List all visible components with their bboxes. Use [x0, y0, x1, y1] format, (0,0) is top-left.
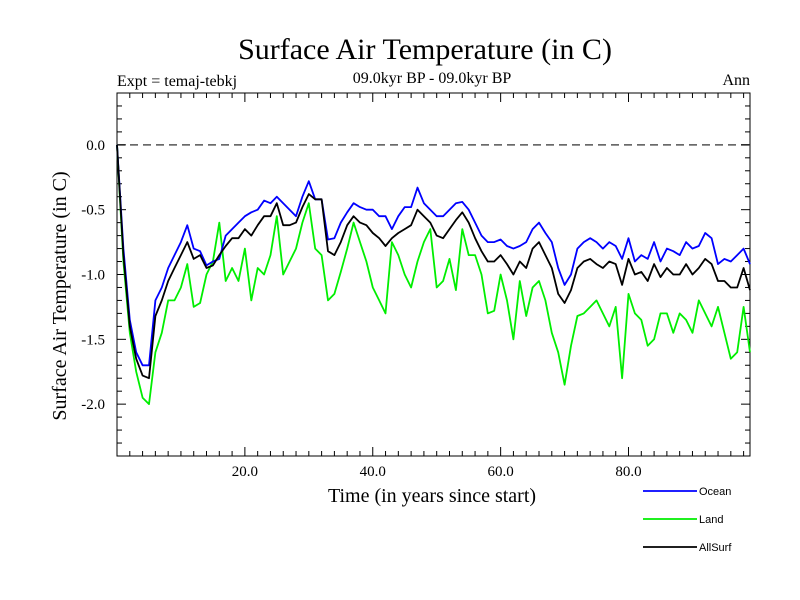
series-line-land	[116, 144, 751, 406]
chart-subtitle: 09.0kyr BP - 09.0kyr BP	[353, 70, 512, 87]
x-tick-label: 80.0	[615, 464, 641, 480]
y-tick-label: -1.5	[81, 332, 105, 348]
expt-label: Expt = temaj-tebkj	[117, 73, 237, 90]
legend: Ocean Land AllSurf	[643, 486, 732, 554]
x-axis-label: Time (in years since start)	[328, 485, 536, 507]
series-line-ocean	[116, 144, 751, 367]
legend-label-allsurf: AllSurf	[699, 542, 732, 554]
season-label: Ann	[722, 72, 750, 89]
y-tick-label: 0.0	[86, 138, 105, 154]
axis-ticks	[116, 92, 750, 457]
y-tick-label: -1.0	[81, 268, 105, 284]
plot-frame	[116, 92, 751, 457]
axis-tick-labels: 0.0 -0.5 -1.0 -1.5 -2.0 20.0 40.0 60.0 80.0	[81, 138, 641, 480]
legend-label-land: Land	[699, 514, 723, 526]
y-tick-label: -2.0	[81, 397, 105, 413]
x-tick-label: 40.0	[360, 464, 386, 480]
legend-label-ocean: Ocean	[699, 486, 731, 498]
y-tick-label: -0.5	[81, 203, 105, 219]
series-group	[116, 144, 751, 406]
series-line-allsurf	[116, 144, 751, 380]
x-tick-label: 60.0	[488, 464, 514, 480]
x-tick-label: 20.0	[232, 464, 258, 480]
y-axis-label: Surface Air Temperature (in C)	[49, 171, 71, 420]
chart-title: Surface Air Temperature (in C)	[238, 33, 612, 66]
